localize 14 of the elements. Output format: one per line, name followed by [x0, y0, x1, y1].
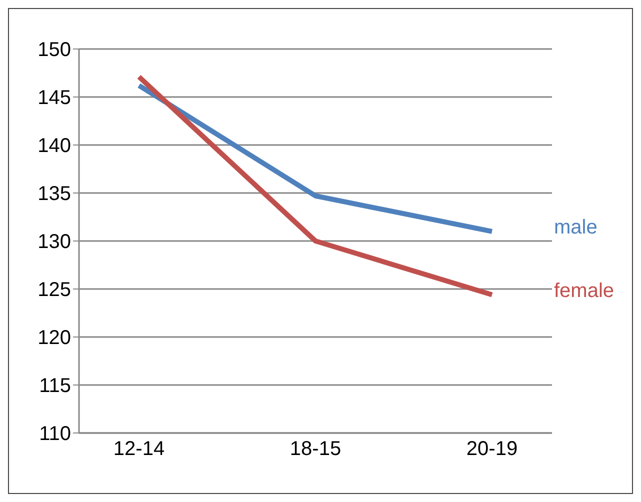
y-tick-label: 115 — [39, 375, 71, 398]
y-tick-label: 140 — [38, 135, 71, 158]
x-tick-label: 18-15 — [290, 438, 342, 460]
text: female — [554, 280, 614, 302]
y-tick-label: 150 — [38, 39, 71, 62]
x-tick-label: 12-14 — [113, 438, 165, 460]
y-tick-label: 135 — [38, 183, 71, 206]
y-tick-label: 120 — [38, 327, 71, 350]
text: male — [554, 216, 598, 238]
x-tick-label: 20-19 — [466, 438, 518, 460]
y-tick-label: 145 — [38, 87, 71, 110]
y-tick-label: 110 — [39, 423, 71, 446]
y-tick-label: 130 — [38, 231, 71, 254]
y-tick-label: 125 — [38, 279, 71, 302]
